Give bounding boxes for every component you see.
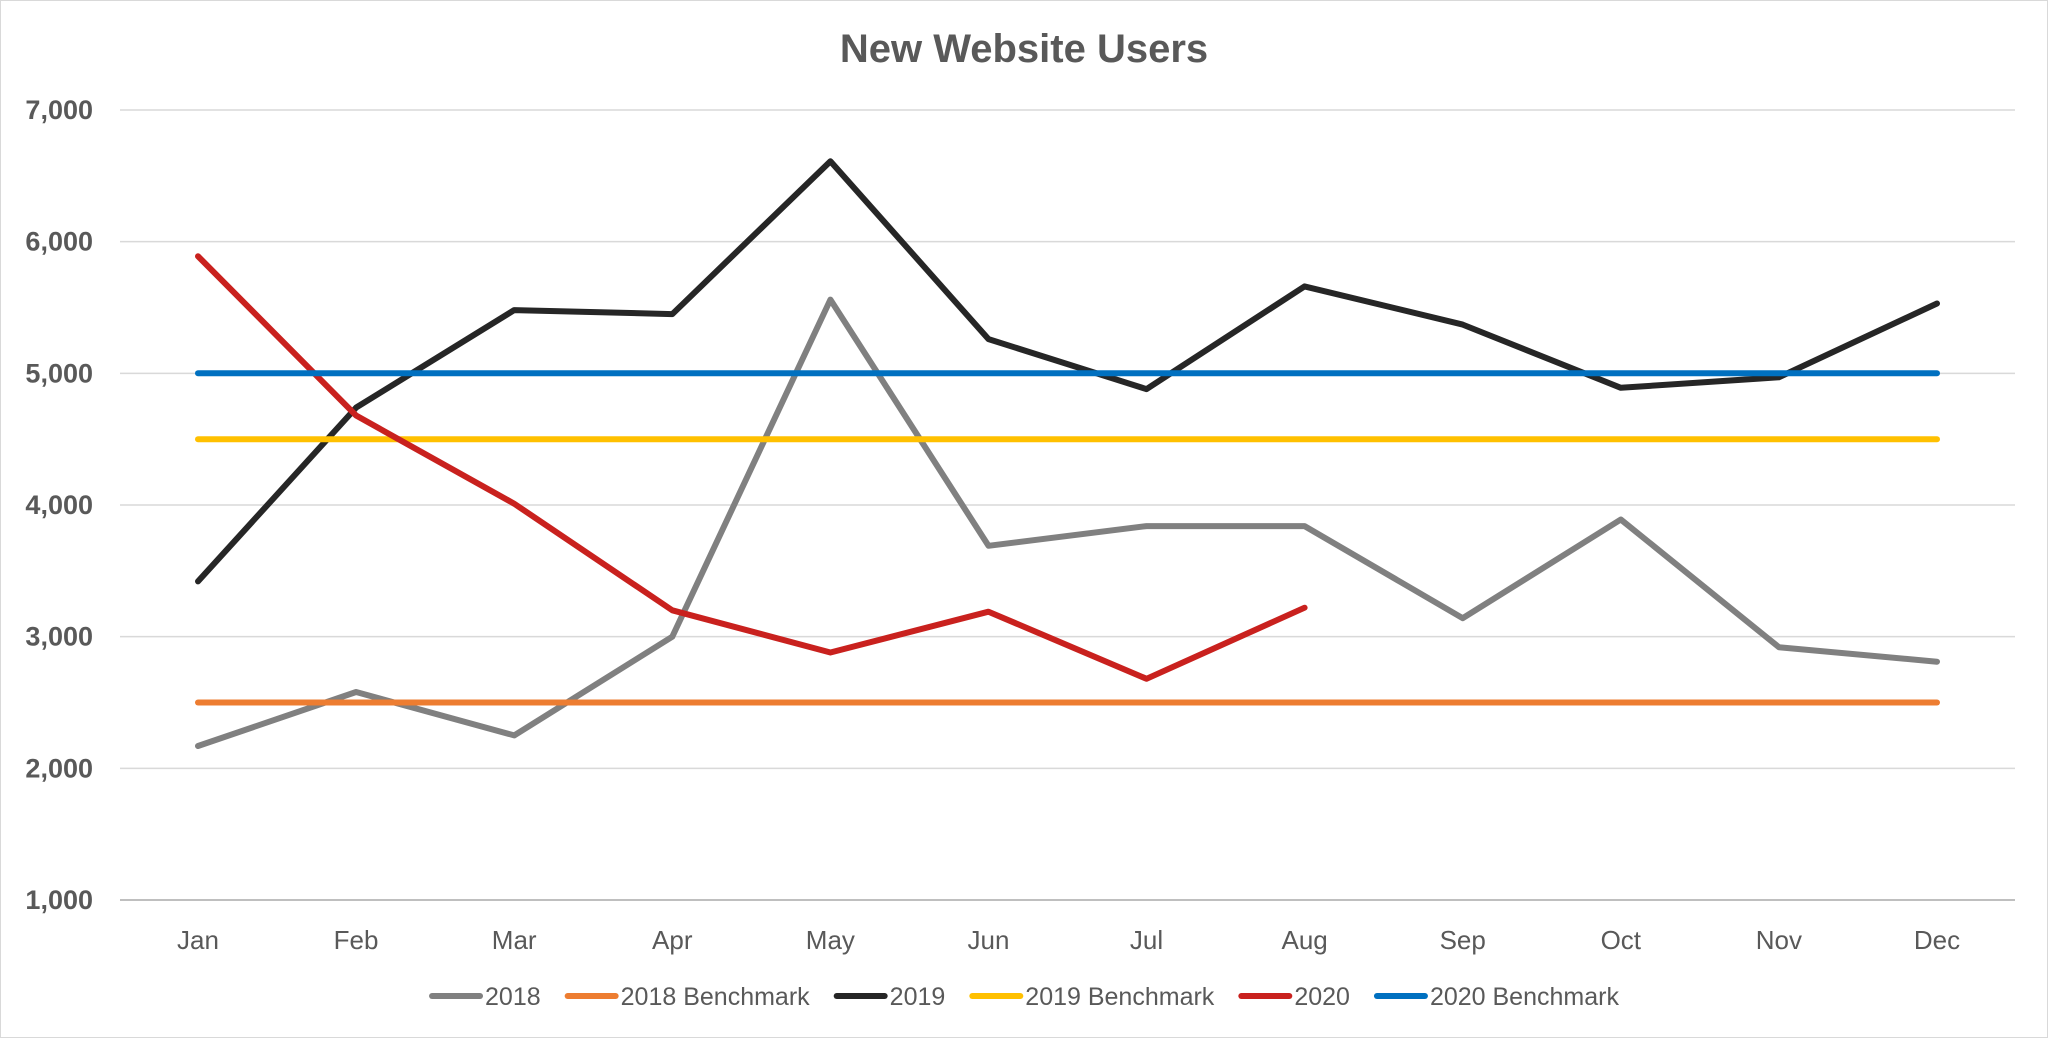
series-line-2019 <box>195 158 1940 585</box>
x-tick-label: Oct <box>1601 925 1642 955</box>
legend-label-2020: 2020 <box>1294 983 1350 1011</box>
chart-title: New Website Users <box>840 27 1208 71</box>
x-tick-label: Jan <box>177 925 219 955</box>
x-tick-label: Dec <box>1914 925 1960 955</box>
x-tick-label: Jul <box>1130 925 1163 955</box>
x-tick-label: Mar <box>492 925 537 955</box>
legend: 2018 2018 Benchmark 2019 2019 Benchmark 2020… <box>429 983 1620 1011</box>
x-tick-label: Jun <box>967 925 1009 955</box>
y-tick-label: 4,000 <box>25 490 93 520</box>
x-tick-label: Sep <box>1440 925 1486 955</box>
x-tick-label: Nov <box>1756 925 1802 955</box>
y-tick-label: 5,000 <box>25 358 93 388</box>
x-tick-label: Apr <box>652 925 693 955</box>
legend-label-2018: 2018 <box>485 983 541 1011</box>
series-line-2018 <box>195 296 1940 749</box>
y-axis-tick-labels: 1,000 2,000 3,000 4,000 5,000 6,000 7,000 <box>25 95 93 915</box>
series-lines <box>195 158 1940 749</box>
legend-label-2020-benchmark: 2020 Benchmark <box>1430 983 1620 1011</box>
x-tick-label: May <box>806 925 855 955</box>
y-tick-label: 6,000 <box>25 227 93 257</box>
legend-label-2019: 2019 <box>890 983 946 1011</box>
gridlines <box>120 109 2015 901</box>
y-tick-label: 7,000 <box>25 95 93 125</box>
y-tick-label: 2,000 <box>25 753 93 783</box>
x-axis-tick-labels: Jan Feb Mar Apr May Jun Jul Aug Sep Oct Nov Dec <box>177 925 1960 955</box>
legend-label-2018-benchmark: 2018 Benchmark <box>621 983 811 1011</box>
x-tick-label: Aug <box>1282 925 1328 955</box>
x-tick-label: Feb <box>334 925 379 955</box>
series-line-2020 <box>195 253 1308 682</box>
legend-label-2019-benchmark: 2019 Benchmark <box>1025 983 1215 1011</box>
y-tick-label: 3,000 <box>25 622 93 652</box>
y-tick-label: 1,000 <box>25 885 93 915</box>
